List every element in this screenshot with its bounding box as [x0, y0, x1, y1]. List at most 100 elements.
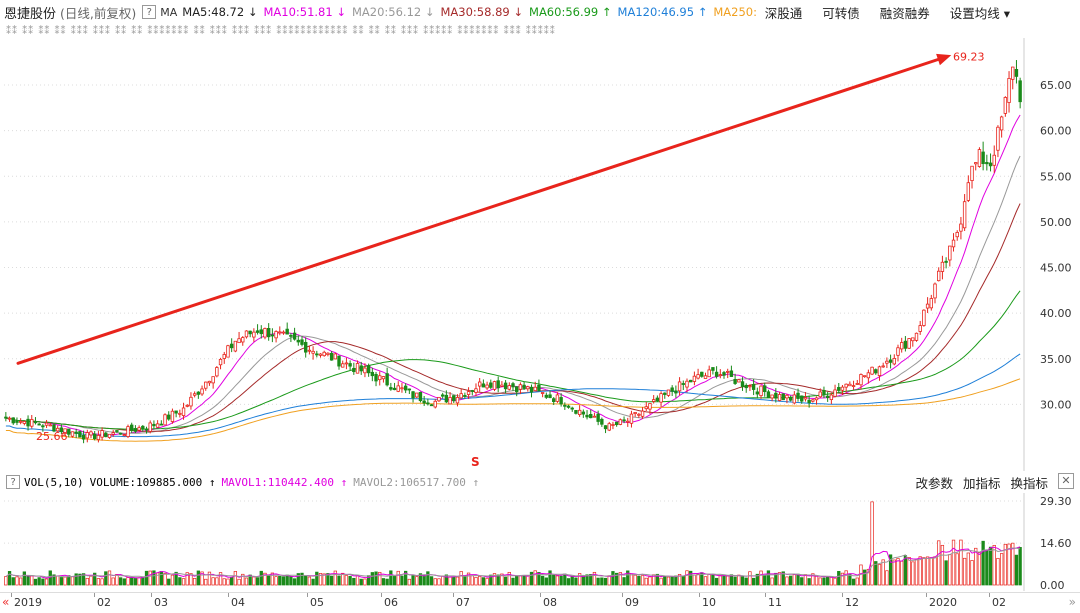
volume-bar — [844, 570, 848, 586]
candle-body — [407, 388, 412, 391]
volume-bar — [540, 575, 545, 586]
volume-bar — [274, 576, 278, 586]
candle-body — [296, 339, 300, 343]
volume-bar — [637, 575, 641, 586]
candle-body — [837, 387, 841, 391]
candle-body — [840, 386, 845, 391]
volume-bar — [137, 577, 141, 586]
volume-bar — [455, 576, 460, 586]
candle-body — [440, 394, 445, 397]
candle-body — [537, 384, 541, 391]
volume-bar — [855, 577, 859, 586]
volume-bar — [951, 539, 956, 586]
volume-bar — [615, 572, 619, 586]
volume-bar — [925, 556, 930, 586]
candle-body — [603, 425, 608, 430]
candle-body — [848, 383, 852, 387]
price-tick-label: 40.00 — [1040, 307, 1072, 320]
volume-bar — [1011, 542, 1015, 586]
volume-bar — [548, 570, 552, 586]
candle-body — [781, 393, 785, 401]
candle-body — [844, 383, 848, 388]
candle-body — [185, 404, 189, 407]
scroll-right-icon[interactable]: » — [1068, 595, 1076, 609]
volume-bar — [19, 577, 23, 586]
volume-bar — [526, 575, 530, 586]
candle-body — [518, 384, 523, 390]
candle-body — [318, 353, 323, 356]
volume-bar — [307, 576, 312, 586]
volume-bar — [70, 576, 75, 586]
candle-body — [748, 385, 752, 388]
volume-bar — [11, 577, 15, 586]
volume-bar — [985, 549, 989, 586]
volume-bar — [411, 575, 415, 586]
volume-bar — [111, 577, 115, 586]
volume-bar — [56, 575, 60, 586]
price-tick-label: 45.00 — [1040, 262, 1072, 275]
edit-params-button[interactable]: 改参数 — [915, 475, 953, 491]
candle-body — [503, 382, 508, 390]
candle-body — [70, 431, 75, 437]
close-icon[interactable]: ✕ — [1058, 472, 1074, 489]
candle-body — [851, 385, 856, 387]
volume-bar — [600, 577, 604, 586]
volume-bar — [607, 575, 611, 586]
volume-bar — [552, 574, 556, 586]
volume-bar — [381, 578, 386, 586]
candle-body — [874, 369, 878, 374]
volume-bar — [1018, 547, 1022, 586]
volume-bar — [733, 576, 737, 586]
candle-body — [381, 376, 386, 380]
candle-body — [870, 366, 874, 375]
price-chart[interactable]: 65.00 60.00 55.00 50.00 45.00 40.00 35.00 30.00… — [0, 38, 1080, 471]
volume-bar — [618, 572, 622, 586]
volume-bar — [259, 570, 263, 586]
volume-bar — [304, 575, 308, 586]
sell-signal-marker: S — [471, 455, 480, 469]
ma-line-ma250 — [5, 378, 1021, 442]
scroll-left-icon[interactable]: « — [2, 595, 10, 609]
switch-indicator-button[interactable]: 换指标 — [1010, 475, 1048, 491]
date-axis-label: 07 — [456, 596, 470, 609]
candle-body — [389, 387, 393, 390]
volume-bar — [241, 573, 245, 586]
volume-bar — [152, 570, 156, 586]
candle-body — [200, 388, 204, 395]
menu-margin-trading[interactable]: 融资融券 — [879, 5, 930, 21]
candle-body — [818, 391, 822, 398]
candle-body — [326, 352, 330, 355]
candle-body — [726, 370, 730, 373]
candle-body — [555, 394, 560, 402]
candle-body — [507, 385, 511, 390]
candle-body — [1018, 80, 1022, 103]
candle-body — [1003, 97, 1008, 114]
candle-body — [278, 331, 282, 334]
volume-bar — [877, 564, 882, 586]
vol-help-icon[interactable]: ? — [6, 475, 20, 489]
candle-body — [681, 383, 685, 385]
menu-convertible-bond[interactable]: 可转债 — [822, 5, 860, 21]
add-indicator-button[interactable]: 加指标 — [962, 475, 1001, 491]
volume-bar — [270, 572, 275, 586]
volume-bar — [363, 578, 367, 586]
help-icon[interactable]: ? — [142, 5, 157, 19]
candle-body — [192, 393, 197, 396]
volume-chart[interactable]: 29.30 14.60 0.00 — [0, 493, 1080, 591]
candle-body — [951, 239, 956, 248]
date-axis-label: 06 — [384, 596, 398, 609]
price-tick-label: 55.00 — [1040, 170, 1072, 183]
candle-body — [796, 392, 800, 399]
volume-bar — [289, 576, 293, 586]
ma-values: MA5:48.72 ↓ MA10:51.81 ↓ MA20:56.12 ↓ MA30:… — [182, 5, 763, 19]
menu-ma-settings[interactable]: 设置均线 ▾ — [949, 5, 1010, 21]
volume-bar — [415, 576, 419, 586]
volume-bar — [67, 575, 71, 586]
candle-body — [974, 162, 978, 165]
volume-bar — [996, 557, 1000, 586]
candle-body — [977, 149, 982, 167]
candle-body — [981, 151, 985, 165]
menu-sgt[interactable]: 深股通 — [764, 5, 803, 21]
ma-item-2: MA20:56.12 ↓ — [351, 5, 435, 19]
volume-bar — [881, 559, 885, 586]
